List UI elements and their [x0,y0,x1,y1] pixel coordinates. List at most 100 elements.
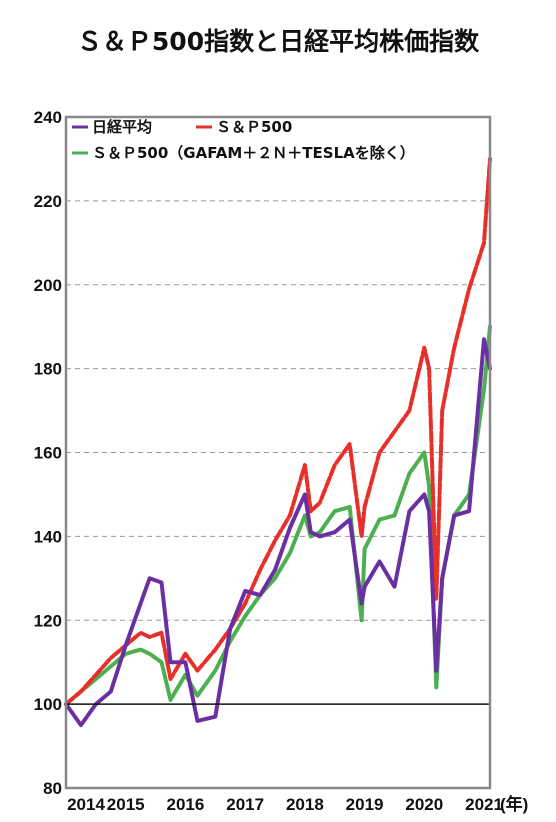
data-point [258,568,262,572]
data-point [124,643,128,647]
data-point [348,518,352,522]
data-point [309,534,313,538]
data-point [94,673,98,677]
data-point [169,677,173,681]
data-point [258,593,262,597]
data-point [407,509,411,513]
data-point [392,513,396,517]
data-point [318,530,322,534]
data-point [452,346,456,350]
data-point [378,451,382,454]
x-tick-label: 2018 [286,795,324,814]
data-point [109,656,113,660]
data-point [333,509,337,513]
x-tick-label: 2019 [346,795,384,814]
data-point [333,530,337,534]
data-point [288,551,292,555]
data-point [318,534,322,538]
data-point [228,627,232,631]
data-point [422,492,426,496]
y-tick-label: 180 [34,360,62,379]
data-point [148,576,152,580]
data-point [243,614,247,618]
data-point [482,388,486,392]
x-tick-label: 2014 [67,795,105,814]
y-axis-ticks: 80 100 120 140 160 180 200 220 240 [34,108,62,798]
data-point [148,652,152,656]
data-point [303,513,307,517]
data-point [160,581,164,585]
y-tick-label: 100 [34,695,62,714]
y-tick-label: 80 [43,779,62,798]
data-point [407,471,411,475]
x-tick-label: 2021 [465,795,503,814]
data-point [318,501,322,505]
data-point [109,664,113,668]
data-point [139,631,143,635]
data-point [360,601,364,605]
data-point [363,547,367,551]
data-point [427,484,431,488]
legend-label: Ｓ＆Ｐ500（GAFAM＋２Ｎ＋TESLAを除く） [92,144,415,162]
data-point [109,690,113,694]
data-point [467,509,471,513]
x-tick-label: 2017 [226,795,264,814]
y-tick-label: 140 [34,527,62,546]
data-point [378,560,382,564]
data-point [169,660,173,664]
data-point [378,518,382,522]
data-point [434,669,438,673]
data-point [309,509,313,513]
x-axis-unit-label: (年) [500,794,528,814]
data-point [427,509,431,513]
data-point [79,723,83,727]
data-point [183,660,187,664]
data-point [427,367,431,371]
data-point [467,287,471,291]
y-tick-label: 220 [34,192,62,211]
legend-label: Ｓ＆Ｐ500 [216,118,292,136]
data-point [348,442,352,446]
data-point [139,601,143,605]
data-point [213,715,217,719]
data-point [213,669,217,673]
data-point [183,652,187,656]
x-tick-label: 2020 [405,795,443,814]
data-point [360,534,364,538]
series-line-2 [64,156,492,707]
data-point [303,463,307,467]
series-line-3 [64,324,492,707]
data-point [407,409,411,413]
x-tick-label: 2016 [167,795,205,814]
series-2 [64,156,492,707]
data-point [160,631,164,635]
data-point [273,539,277,543]
data-point [392,430,396,434]
data-point [434,597,438,601]
data-point [434,685,438,689]
data-point [148,635,152,639]
data-point [422,451,426,454]
data-point [482,337,486,341]
data-point [79,690,83,694]
data-point [333,463,337,467]
data-point [160,660,164,664]
y-tick-label: 200 [34,276,62,295]
data-point [309,530,313,534]
y-tick-label: 120 [34,611,62,630]
x-tick-label: 2015 [107,795,145,814]
data-point [273,568,277,572]
data-point [440,409,444,413]
data-point [139,648,143,652]
plot-frame [64,115,492,790]
data-point [482,241,486,245]
data-point [288,513,292,517]
data-point [303,492,307,496]
data-point [363,585,367,589]
data-point [195,694,199,698]
y-tick-label: 160 [34,444,62,463]
data-point [363,505,367,509]
data-point [243,589,247,593]
data-point [422,346,426,350]
y-tick-label: 240 [34,108,62,127]
